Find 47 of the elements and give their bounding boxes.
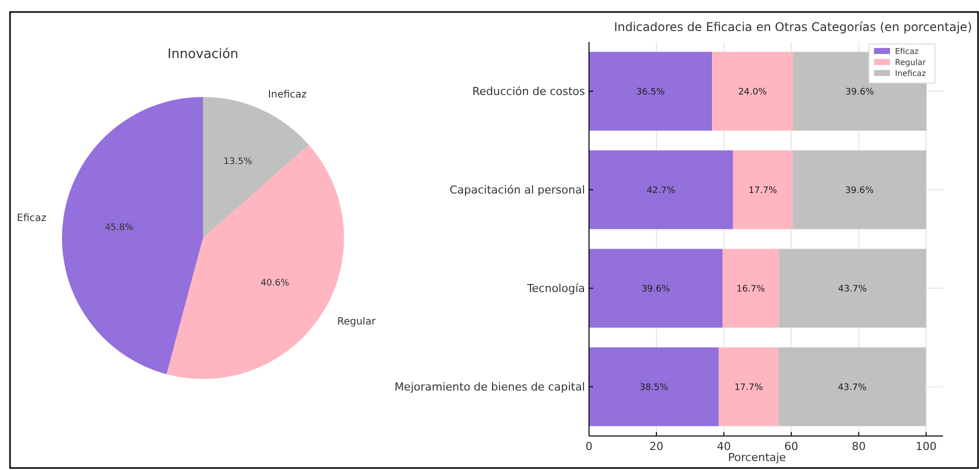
bar [589, 52, 712, 131]
bar [778, 347, 926, 426]
legend-label: Ineficaz [895, 68, 926, 78]
data-label: 24.0% [738, 87, 768, 98]
chart-title: Indicadores de Eficacia en Otras Categorías (en porcentaje) [614, 20, 972, 34]
bar [718, 347, 778, 426]
data-label: 13.5% [224, 157, 253, 168]
bar [778, 248, 926, 328]
data-label: 39.6% [845, 186, 874, 196]
pie-slice [203, 97, 309, 238]
x-tick-label: 60 [784, 440, 798, 453]
data-label: 43.7% [838, 284, 868, 294]
x-tick-label: 100 [916, 440, 937, 453]
data-label: 38.5% [640, 382, 669, 393]
data-label: 36.5% [636, 87, 666, 98]
x-tick-label: 0 [586, 440, 592, 453]
y-tick-label: Tecnología [526, 282, 585, 296]
data-label: 17.7% [734, 382, 764, 393]
data-label: 43.7% [838, 382, 867, 393]
y-tick-label: Reducción de costos [472, 85, 586, 98]
chart-title: Innovación [168, 47, 238, 62]
data-label: 16.7% [736, 284, 766, 294]
slice-label: Ineficaz [268, 90, 307, 101]
slice-label: Eficaz [16, 212, 46, 224]
data-label: 39.6% [845, 87, 874, 98]
data-label: 17.7% [748, 186, 778, 196]
bar [589, 248, 723, 328]
data-label: 42.7% [646, 186, 676, 196]
bar [589, 347, 719, 426]
data-label: 39.6% [641, 284, 670, 294]
pie-slice [62, 97, 203, 374]
x-tick-label: 20 [649, 440, 664, 453]
x-tick-label: 80 [852, 440, 866, 453]
data-label: 45.8% [104, 223, 134, 234]
bar [792, 150, 926, 230]
legend-label: Eficaz [895, 46, 919, 56]
bar [722, 248, 779, 328]
data-label: 40.6% [260, 278, 290, 289]
slice-label: Regular [337, 316, 376, 328]
x-axis-title: Porcentaje [728, 451, 786, 464]
y-tick-label: Mejoramiento de bienes de capital [394, 380, 585, 394]
bar [589, 150, 733, 230]
y-tick-label: Capacitación al personal [450, 184, 585, 197]
legend-label: Regular [895, 58, 926, 67]
bar [732, 150, 793, 230]
x-tick-label: 40 [716, 440, 731, 453]
bar [712, 52, 793, 131]
